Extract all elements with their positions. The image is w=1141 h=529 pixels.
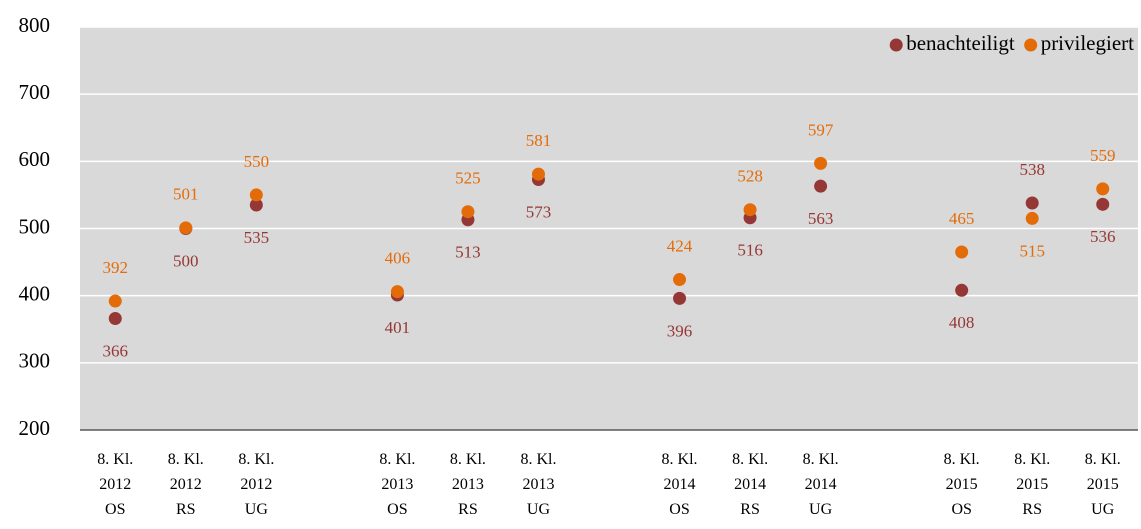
data-label: 525 <box>455 169 481 188</box>
data-label: 406 <box>385 249 411 268</box>
x-tick-label: 8. Kl. 2012 UG <box>238 451 274 518</box>
point <box>814 156 828 170</box>
data-label: 528 <box>737 167 763 186</box>
y-tick-label: 500 <box>19 214 51 238</box>
data-label: 513 <box>455 243 481 262</box>
data-label: 559 <box>1090 146 1116 165</box>
data-label: 465 <box>949 209 975 228</box>
point <box>1096 197 1110 211</box>
data-label: 366 <box>103 341 129 360</box>
legend-marker <box>1024 38 1038 52</box>
point <box>461 205 475 219</box>
x-tick-label: 8. Kl. 2015 OS <box>944 451 980 518</box>
y-tick-label: 800 <box>19 13 51 37</box>
data-label: 396 <box>667 321 693 340</box>
legend-label: privilegiert <box>1041 31 1134 55</box>
data-label: 563 <box>808 209 834 228</box>
x-tick-label: 8. Kl. 2013 OS <box>379 451 415 518</box>
point <box>814 179 828 193</box>
point <box>1096 182 1110 196</box>
data-label: 516 <box>737 241 763 260</box>
x-tick-label: 8. Kl. 2015 UG <box>1085 451 1121 518</box>
data-label: 535 <box>244 228 270 247</box>
data-label: 515 <box>1019 241 1045 260</box>
point <box>390 285 404 299</box>
x-tick-label: 8. Kl. 2014 UG <box>803 451 839 518</box>
x-tick-label: 8. Kl. 2012 OS <box>97 451 133 518</box>
point <box>673 291 687 305</box>
y-tick-label: 600 <box>19 147 51 171</box>
point <box>531 167 545 181</box>
legend: privilegiert benachteiligt <box>889 31 1134 55</box>
data-label: 408 <box>949 313 975 332</box>
data-label: 550 <box>244 152 270 171</box>
data-label: 392 <box>103 258 129 277</box>
y-tick-label: 300 <box>19 349 51 373</box>
data-label: 401 <box>385 318 411 337</box>
data-label: 424 <box>667 236 693 255</box>
y-tick-label: 400 <box>19 281 51 305</box>
data-label: 573 <box>526 202 552 221</box>
data-label: 538 <box>1019 160 1045 179</box>
data-label: 500 <box>173 251 199 270</box>
point <box>249 188 263 202</box>
data-label: 597 <box>808 120 834 139</box>
data-label: 536 <box>1090 227 1116 246</box>
point <box>249 198 263 212</box>
x-tick-label: 8. Kl. 2012 RS <box>168 451 204 518</box>
point <box>955 245 969 259</box>
x-tick-label: 8. Kl. 2013 UG <box>520 451 556 518</box>
x-tick-label: 8. Kl. 2015 RS <box>1014 451 1050 518</box>
point <box>179 221 193 235</box>
x-tick-label: 8. Kl. 2014 OS <box>662 451 698 518</box>
x-tick-label: 8. Kl. 2014 RS <box>732 451 768 518</box>
y-tick-label: 200 <box>19 416 51 440</box>
point <box>108 294 122 308</box>
point <box>673 273 687 287</box>
point <box>108 312 122 326</box>
x-tick-label: 8. Kl. 2013 RS <box>450 451 486 518</box>
legend-label: benachteiligt <box>906 31 1015 55</box>
point <box>1025 211 1039 225</box>
data-label: 501 <box>173 185 199 204</box>
point <box>955 283 969 297</box>
y-tick-label: 700 <box>19 80 51 104</box>
data-label: 581 <box>526 131 552 150</box>
point <box>743 203 757 217</box>
legend-marker <box>889 38 903 52</box>
point <box>1025 196 1039 210</box>
